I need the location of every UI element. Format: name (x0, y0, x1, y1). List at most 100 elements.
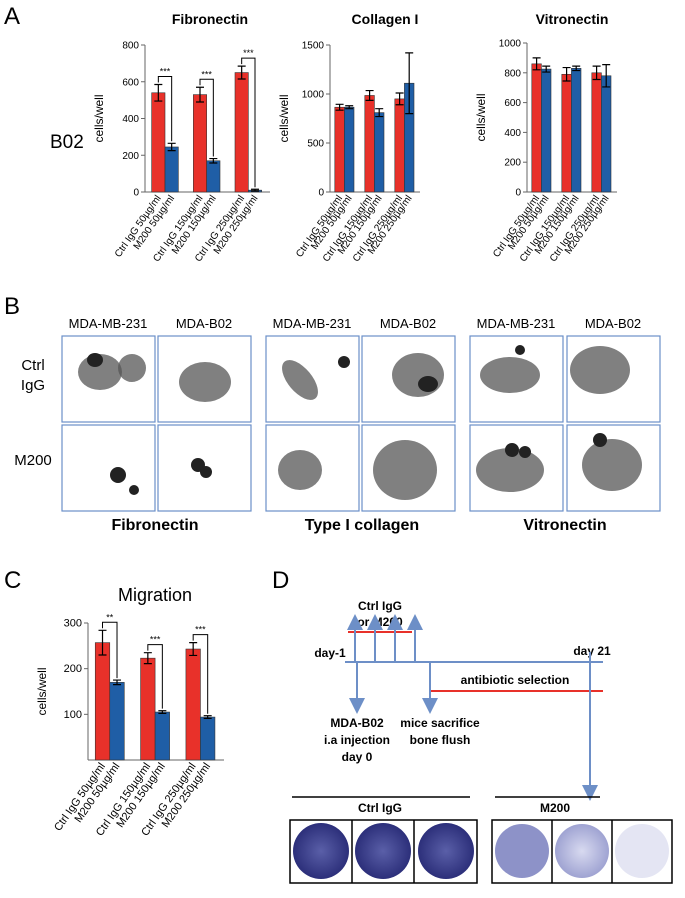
y-tick-label: 200 (122, 151, 139, 162)
significance-label: *** (243, 48, 254, 58)
error-bar (203, 715, 212, 720)
day-label: day 21 (573, 644, 611, 658)
bar (140, 657, 156, 761)
column-header: MDA-MB-231 (69, 316, 148, 331)
y-tick-label: 1500 (302, 41, 325, 52)
bar (591, 72, 602, 193)
error-bar (532, 57, 541, 71)
injection-label: day 0 (342, 750, 373, 764)
bar (94, 642, 111, 761)
bar (531, 63, 542, 193)
significance-label: *** (150, 635, 161, 645)
error-bar (189, 642, 198, 657)
group-label: M200 (540, 801, 570, 815)
error-bar (375, 108, 384, 118)
column-header: MDA-B02 (585, 316, 641, 331)
y-tick-label: 800 (504, 68, 521, 79)
bar (344, 106, 355, 193)
y-tick-label: 0 (515, 188, 521, 199)
substrate-label: Fibronectin (111, 517, 198, 534)
micrographs (61, 335, 661, 512)
significance-bracket (192, 634, 209, 714)
y-axis-label: cells/well (277, 94, 291, 142)
error-bar (196, 86, 204, 103)
significance-bracket (199, 78, 214, 157)
bar (164, 146, 179, 193)
y-tick-label: 100 (64, 709, 82, 721)
error-bar (542, 65, 551, 73)
error-bar (602, 64, 611, 88)
chart-title: Migration (118, 585, 192, 605)
error-bar (237, 65, 246, 80)
panel-d: Ctrl IgG or M200 day-1 day 21 antibiotic… (289, 599, 673, 884)
bar (364, 95, 375, 193)
y-tick-label: 1000 (499, 39, 522, 50)
bar (374, 112, 385, 193)
y-tick-label: 200 (64, 663, 82, 675)
bar (334, 106, 345, 193)
panel-label: C (4, 567, 21, 594)
row-label: M200 (14, 452, 52, 469)
bar (561, 73, 572, 193)
bar (394, 98, 405, 193)
error-bar (167, 142, 176, 152)
day-label: day-1 (314, 646, 346, 660)
y-tick-label: 1000 (302, 90, 325, 101)
bar (109, 682, 125, 761)
group-label: Ctrl IgG (358, 801, 402, 815)
panel-label: D (272, 567, 289, 594)
column-header: MDA-B02 (176, 316, 232, 331)
bar (200, 716, 216, 761)
y-axis-label: cells/well (474, 93, 488, 141)
y-axis-label: cells/well (35, 667, 49, 715)
chart-title: Fibronectin (172, 11, 248, 27)
substrate-label: Type I collagen (305, 517, 419, 534)
row-label: B02 (50, 132, 84, 153)
substrate-label: Vitronectin (523, 517, 606, 534)
plates (289, 819, 673, 884)
panel-b: MDA-MB-231 MDA-B02 MDA-MB-231 MDA-B02 MD… (14, 316, 661, 534)
sacrifice-label: mice sacrifice (400, 716, 480, 730)
error-bar (335, 103, 344, 111)
selection-label: antibiotic selection (461, 673, 570, 687)
chart-title: Vitronectin (536, 11, 609, 27)
y-tick-label: 800 (122, 41, 139, 52)
y-tick-label: 400 (504, 128, 521, 139)
bar (571, 68, 582, 193)
row-label: IgG (21, 377, 45, 394)
error-bar (251, 188, 259, 192)
error-bar (562, 66, 571, 82)
significance-label: *** (195, 625, 206, 635)
significance-bracket (157, 76, 173, 142)
row-label: Ctrl (21, 357, 44, 374)
bar (193, 94, 207, 193)
bar (601, 75, 612, 193)
chart-title: Collagen I (352, 11, 419, 27)
error-bar (345, 105, 354, 110)
column-header: MDA-B02 (380, 316, 436, 331)
bar (154, 711, 170, 761)
error-bar (395, 92, 404, 106)
injection-label: MDA-B02 (330, 716, 384, 730)
error-bar (98, 629, 107, 656)
y-tick-label: 600 (122, 77, 139, 88)
bar (234, 72, 249, 193)
injection-label: i.a injection (324, 733, 390, 747)
error-bar (158, 710, 167, 715)
panel-label: A (4, 3, 20, 30)
significance-bracket (241, 57, 256, 188)
significance-bracket (102, 621, 118, 679)
error-bar (209, 157, 218, 164)
error-bar (365, 89, 374, 101)
error-bar (113, 679, 122, 686)
y-axis-label: cells/well (92, 94, 106, 142)
sacrifice-label: bone flush (410, 733, 471, 747)
error-bar (592, 65, 601, 81)
column-header: MDA-MB-231 (477, 316, 556, 331)
y-tick-label: 0 (133, 188, 139, 199)
y-tick-label: 300 (64, 618, 82, 630)
error-bar (572, 65, 581, 72)
error-bar (154, 83, 163, 102)
significance-label: *** (160, 67, 171, 77)
